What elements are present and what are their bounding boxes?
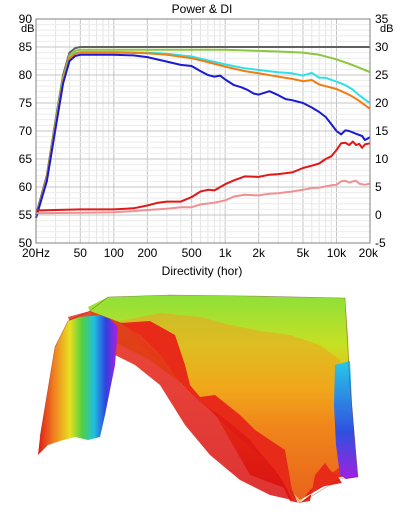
- x-tick-label: 10k: [327, 246, 347, 260]
- x-tick-label: 1k: [219, 246, 233, 260]
- directivity-chart: Directivity (hor): [0, 265, 404, 526]
- x-tick-label: 2k: [252, 246, 266, 260]
- surface-front-ridge: [120, 321, 342, 503]
- y-tick-label-left: 60: [19, 180, 33, 194]
- y-tick-label-left: 50: [19, 236, 33, 250]
- x-tick-label: 5k: [297, 246, 311, 260]
- power-di-chart: Power & DI dB dB 20Hz 50 100 200 500 1k 2k 5k 10…: [18, 2, 394, 260]
- y-tick-label-right: 10: [375, 152, 389, 166]
- y-tick-label-left: 90: [19, 12, 33, 26]
- y-tick-label-left: 65: [19, 152, 33, 166]
- y-tick-label-right: 20: [375, 96, 389, 110]
- directivity-surface: [38, 294, 359, 504]
- y-tick-label-right: 0: [375, 208, 382, 222]
- x-tick-label: 20k: [359, 246, 379, 260]
- plot-frame: [35, 18, 371, 244]
- plot-border: [35, 18, 371, 244]
- series-line-7: [35, 179, 371, 215]
- x-tick-label: 200: [137, 246, 157, 260]
- y-tick-label-right: 30: [375, 40, 389, 54]
- surface-left-wall: [68, 311, 292, 500]
- y-tick-label-right: 35: [375, 12, 389, 26]
- surface-colored-edge: [38, 315, 118, 455]
- y-tick-label-right: 5: [375, 180, 382, 194]
- y-tick-label-right: 15: [375, 124, 389, 138]
- x-tick-label: 500: [182, 246, 202, 260]
- chart-title: Directivity (hor): [162, 265, 243, 278]
- chart-title: Power & DI: [172, 2, 233, 16]
- y-axis-unit-left: dB: [21, 23, 34, 35]
- tick-labels: 20Hz 50 100 200 500 1k 2k 5k 10k 20k9085807570656…: [19, 12, 389, 260]
- x-tick-label: 50: [74, 246, 88, 260]
- y-tick-label-right: 25: [375, 68, 389, 82]
- x-tick-label: 100: [104, 246, 124, 260]
- series-line-6: [35, 140, 371, 212]
- surface-outline: [39, 294, 359, 504]
- y-tick-label-left: 55: [19, 208, 33, 222]
- series-line-4: [35, 51, 371, 219]
- y-axis-unit-right: dB: [380, 23, 393, 35]
- y-tick-label-right: -5: [375, 236, 386, 250]
- y-tick-label-left: 80: [19, 68, 33, 82]
- y-tick-label-left: 70: [19, 124, 33, 138]
- surface-right-face: [334, 361, 358, 479]
- x-tick-label: 20Hz: [22, 246, 50, 260]
- y-tick-label-left: 75: [19, 96, 33, 110]
- chart-series-group: [35, 46, 371, 219]
- series-line-5: [35, 53, 371, 219]
- y-tick-label-left: 85: [19, 40, 33, 54]
